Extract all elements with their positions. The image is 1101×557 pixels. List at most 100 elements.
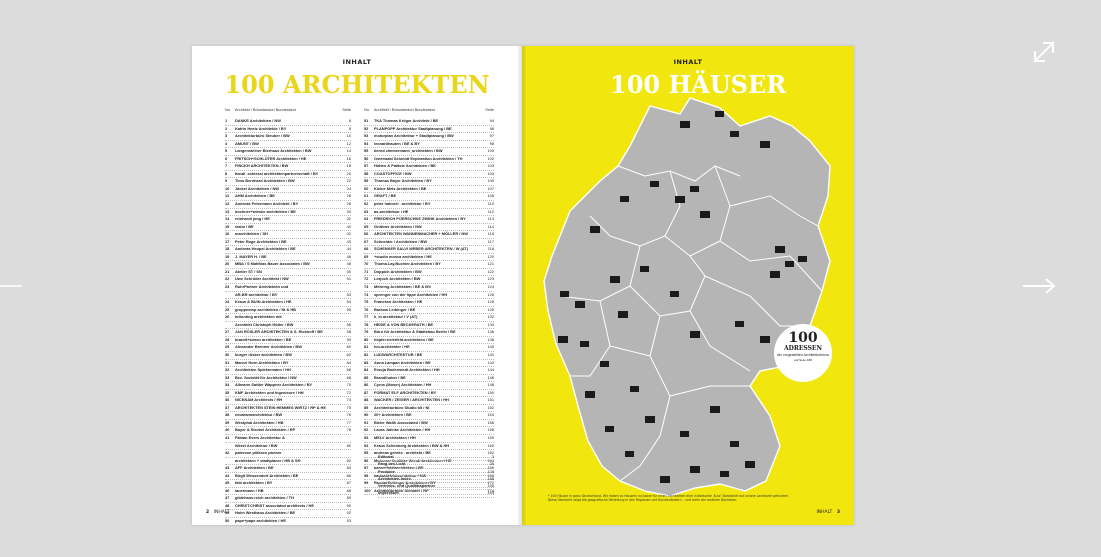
list-item-number: 60 xyxy=(364,185,369,191)
list-item-name: NICKNAM Architects / HH xyxy=(235,397,283,403)
list-item-page: 56 xyxy=(346,321,351,327)
list-item-name: Kraus Schönberg Architekten / BW & HH xyxy=(374,442,450,448)
architect-list-item: 87 FORMAT ELF ARCHITEKTEN / BY 150 xyxy=(364,390,494,398)
list-item-name: JAN RÖSLER ARCHITEKTEN & S. Rickhoff / B… xyxy=(235,329,323,335)
list-item-page: 70 xyxy=(346,382,351,388)
architect-list-item: 26 brilunting architekten mit xyxy=(225,314,351,322)
extra-section-page: 188 xyxy=(487,475,495,481)
list-item-number: 26 xyxy=(225,314,230,320)
list-item-number: 100 xyxy=(364,487,371,493)
col-header-name: Architekt / Bürostandort Bundesland xyxy=(235,108,296,112)
list-item-number: 14 xyxy=(225,216,230,222)
architect-list-item: 3 Architekturbüro Steuber / BW 10 xyxy=(225,133,351,141)
list-item-number: 69 xyxy=(364,253,369,259)
architect-list-item: Architekt Christoph Hölter / BW 56 xyxy=(225,322,351,330)
list-item-page: 87 xyxy=(346,480,351,486)
list-item-page: 20 xyxy=(346,170,351,176)
list-item-name: Fabian Evers Architektur & xyxy=(235,434,285,440)
architect-list-item: 2 Katrin Heetz Architekte / BY 8 xyxy=(225,126,351,134)
list-item-name: Atelier ST / SN xyxy=(235,268,262,274)
list-item-name: andreas gehrke . architekt / BE xyxy=(374,450,431,456)
list-item-number: 78 xyxy=(364,321,369,327)
list-item-number: 8 xyxy=(225,170,228,176)
list-item-name: FRIEDRICH POERSCHKE ZWINK Architekten / … xyxy=(374,216,466,222)
list-item-page: 43 xyxy=(346,238,351,244)
arrow-left-icon xyxy=(0,285,22,287)
list-item-page: 130 xyxy=(487,306,495,312)
list-item-number: 17 xyxy=(225,238,230,244)
list-item-name: fabi architekten / BY xyxy=(235,480,273,486)
list-item-name: claim / BE xyxy=(235,223,254,229)
right-page-footnote: * 100 Häuser in ganz Deutschland. Wir ha… xyxy=(548,494,789,502)
architect-list-item: 72 Lorjoch Architekten / BW 123 xyxy=(364,276,495,285)
badge-number: 100 xyxy=(788,330,818,346)
architect-list-item: 6 FRITSCH+SCHLÜTER Architekten / HE 16 xyxy=(225,156,351,164)
page-gutter xyxy=(518,46,526,525)
list-item-page: 105 xyxy=(487,178,495,184)
list-item-page: 66 xyxy=(346,367,351,373)
list-item-page: 123 xyxy=(487,276,495,282)
architect-list-item: 46 lauermann / HB 88 xyxy=(225,488,351,496)
list-item-number: 82 xyxy=(364,351,369,357)
list-item-page: 120 xyxy=(487,253,495,259)
list-item-name: hm-architekter / HE xyxy=(374,344,410,350)
list-item-name: LUDWARCHITEKTUR / BE xyxy=(374,351,423,357)
list-item-number: 58 xyxy=(364,170,369,176)
fullscreen-button[interactable] xyxy=(1031,39,1057,65)
list-item-page: 12 xyxy=(346,140,351,146)
extra-section-page: 26 xyxy=(489,461,494,467)
extra-section-item: Impressum 193 xyxy=(378,490,495,498)
list-item-page: 53 xyxy=(346,291,351,297)
next-page-button[interactable] xyxy=(1021,273,1057,299)
extra-section-name: Fang des Licht xyxy=(378,461,406,467)
list-item-name: KMF Architekten und Ingenieure / HH xyxy=(235,389,304,395)
list-item-page: 152 xyxy=(487,404,495,410)
list-item-number: 99 xyxy=(364,480,369,486)
architect-list-item: 30 burger rüsker architekten / BW 62 xyxy=(225,352,351,360)
list-item-name: Bez. Sozietät für Architektur / NW xyxy=(235,374,297,380)
list-item-page: 14 xyxy=(346,148,351,154)
list-item-page: 128 xyxy=(487,299,495,305)
list-item-number: 27 xyxy=(225,329,230,335)
list-item-name: Andreas Heupel Architekten / BE xyxy=(235,246,296,252)
list-item-name: marchitekten / SH xyxy=(235,231,268,237)
list-item-number: 2 xyxy=(225,125,228,131)
list-item-page: 107 xyxy=(487,185,495,191)
list-item-number: 28 xyxy=(225,336,230,342)
list-item-number: 4 xyxy=(225,140,228,146)
list-item-name: Architekturbüro Steuber / BW xyxy=(235,133,290,139)
list-item-name: AFF Architekten / BE xyxy=(235,465,274,471)
architect-list-item: 21 Atelier ST / SN 50 xyxy=(225,269,351,277)
list-item-number: 9 xyxy=(225,178,228,184)
col-header-no: No. xyxy=(225,108,231,112)
list-item-name: AHM Architekten / BE xyxy=(235,193,275,199)
right-page: INHALT 100 HÄUSER xyxy=(522,46,854,525)
list-item-number: 41 xyxy=(225,434,230,440)
architect-list-item: 80 höpfer.hertzfeld.architekten / BE 138 xyxy=(364,337,494,345)
list-item-page: 136 xyxy=(487,329,495,335)
list-item-number: 57 xyxy=(364,163,369,169)
extra-section-page: 3 xyxy=(491,454,494,459)
list-item-page: 68 xyxy=(346,374,351,380)
list-item-number: 21 xyxy=(225,268,230,274)
architect-list-item: 74 sprenger von der lippe Architekten / H… xyxy=(364,292,494,300)
list-item-number: 30 xyxy=(225,351,230,357)
list-item-name: Peter Ruge Architekten / BE xyxy=(235,238,287,244)
previous-page-button[interactable] xyxy=(0,273,26,299)
extra-section-name: Vertriebs- und Qualitätspartner xyxy=(378,483,436,489)
list-item-name: FINCKH ARCHITEKTEN / BW xyxy=(235,163,289,169)
extra-section-name: Impressum xyxy=(378,490,399,496)
architect-list-item: 55 bernd zimmermann_architekten / BW 100 xyxy=(364,148,494,156)
list-item-page: 28 xyxy=(346,201,351,207)
list-item-page: 82 xyxy=(346,457,351,463)
list-item-name: lauermann / HB xyxy=(235,487,264,493)
left-page-kicker: INHALT xyxy=(342,58,372,66)
list-item-page: 74 xyxy=(346,397,351,403)
extra-section-name: Produkte xyxy=(378,468,395,474)
list-item-number: 52 xyxy=(364,125,369,131)
extra-section-page: 193 xyxy=(487,490,495,496)
list-item-page: 90 xyxy=(346,502,351,508)
list-item-name: SCHENKER SALVI WEBER ARCHITEKTEN / W (AT… xyxy=(374,246,468,252)
list-item-page: 103 xyxy=(487,163,495,169)
list-item-page: 8 xyxy=(348,125,351,131)
